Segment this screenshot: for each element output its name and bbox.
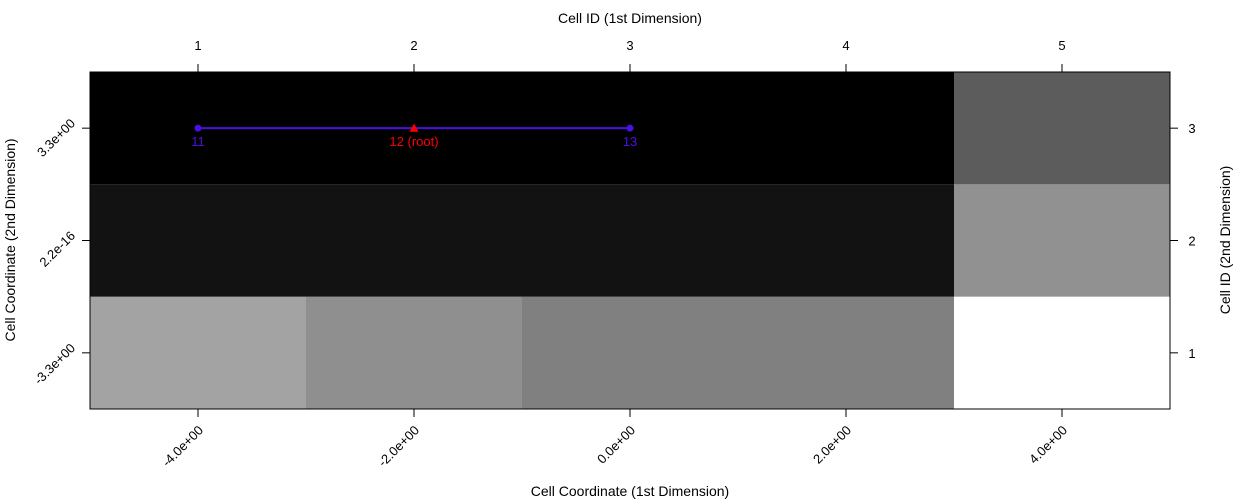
- y-tick-label-left: -3.3e+00: [31, 340, 78, 387]
- y-tick-label-right: 2: [1188, 234, 1195, 249]
- tree-node-marker: [194, 124, 202, 132]
- tree-node-marker: [626, 124, 634, 132]
- heatmap-cells: [90, 72, 1170, 409]
- y-tick-label-right: 3: [1188, 121, 1195, 136]
- x-tick-label-bottom: 4.0e+00: [1026, 423, 1070, 467]
- heatmap-cell: [90, 296, 306, 409]
- x-tick-label-top: 1: [194, 38, 201, 53]
- heatmap-cell: [90, 184, 306, 297]
- x-tick-label-top: 5: [1058, 38, 1065, 53]
- x-tick-label-bottom: 2.0e+00: [810, 423, 854, 467]
- x-tick-label-top: 4: [842, 38, 849, 53]
- y-axis-title-left: Cell Coordinate (2nd Dimension): [2, 138, 18, 341]
- x-tick-label-bottom: -4.0e+00: [159, 423, 206, 470]
- x-tick-label-bottom: -2.0e+00: [375, 423, 422, 470]
- x-axis-title-top: Cell ID (1st Dimension): [558, 10, 702, 26]
- y-axis-title-right: Cell ID (2nd Dimension): [1217, 166, 1233, 315]
- tree-node-label: 12 (root): [389, 134, 438, 149]
- heatmap-cell: [306, 184, 522, 297]
- heatmap-cell: [306, 296, 522, 409]
- x-axis-title-bottom: Cell Coordinate (1st Dimension): [531, 483, 729, 499]
- tree-node-label: 11: [191, 134, 205, 149]
- heatmap-cell: [522, 296, 954, 409]
- tree-node-marker: [409, 123, 419, 132]
- y-tick-label-right: 1: [1188, 346, 1195, 361]
- y-tick-label-left: 3.3e+00: [34, 116, 78, 160]
- tree-nodes: 11 12 (root) 13: [191, 123, 637, 149]
- heatmap-cell: [522, 184, 954, 297]
- tree-node-label: 13: [623, 134, 637, 149]
- heatmap-cell: [954, 296, 1170, 409]
- heatmap-cell: [954, 72, 1170, 185]
- y-tick-label-left: 2.2e-16: [36, 228, 78, 270]
- heatmap-cell: [954, 184, 1170, 297]
- x-tick-label-top: 3: [626, 38, 633, 53]
- x-tick-label-bottom: 0.0e+00: [594, 423, 638, 467]
- x-tick-label-top: 2: [410, 38, 417, 53]
